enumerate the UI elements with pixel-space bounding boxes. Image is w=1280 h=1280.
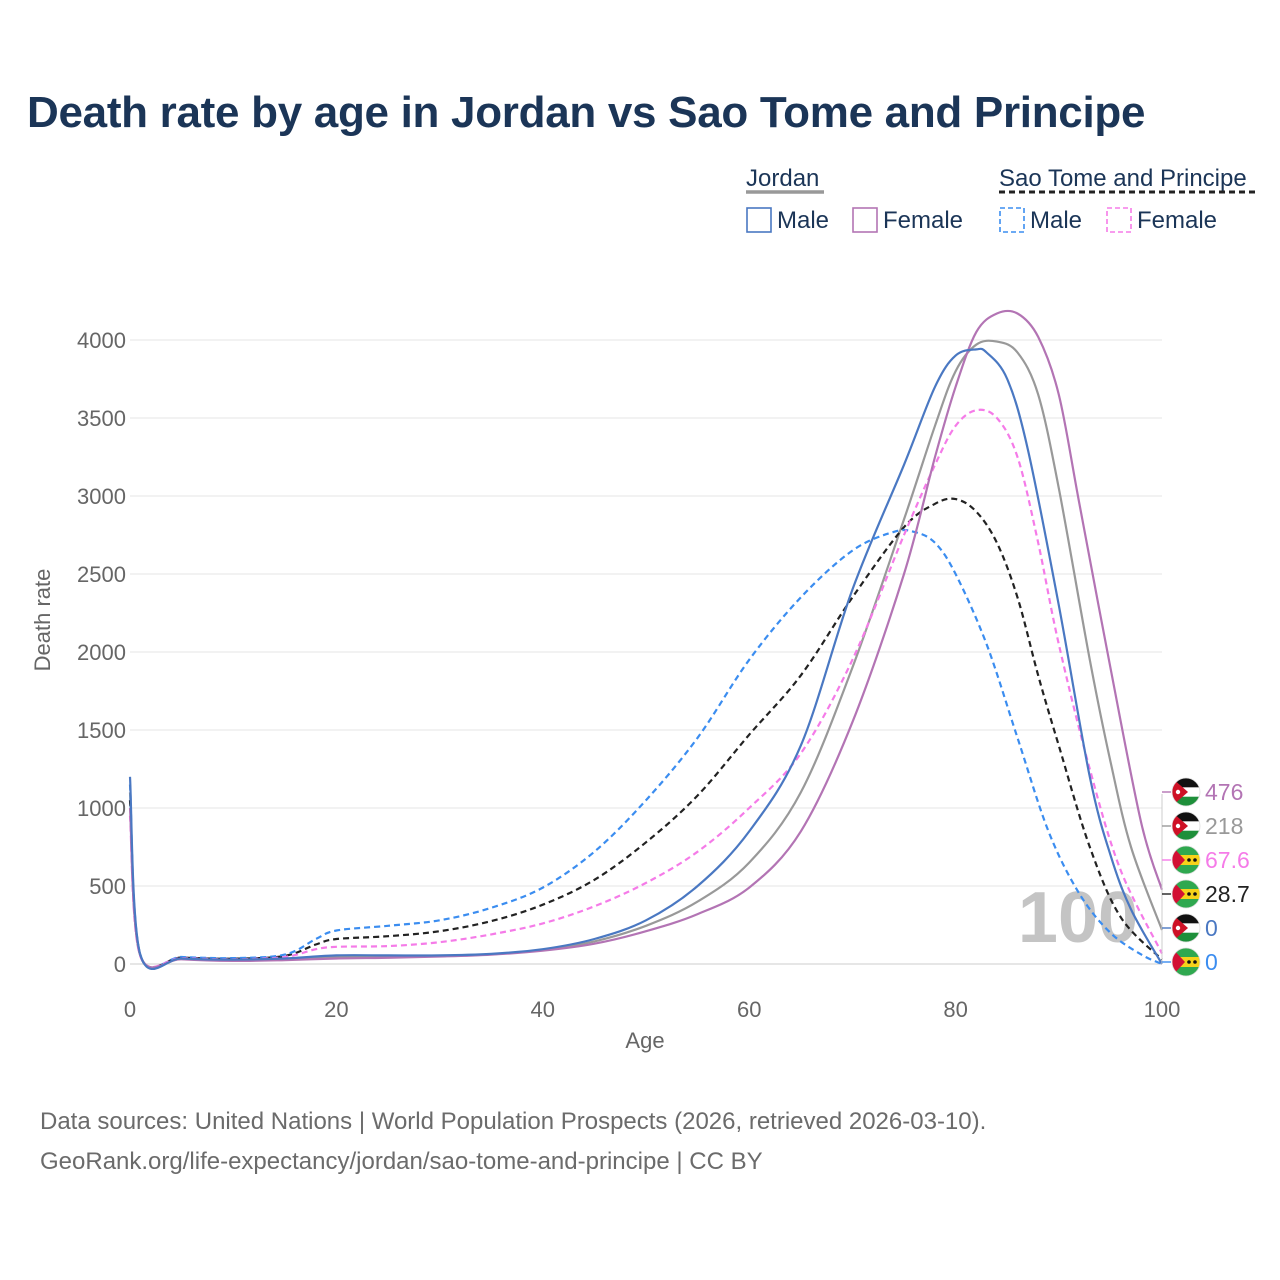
- x-tick-label: 80: [943, 997, 967, 1022]
- x-tick-label: 20: [324, 997, 348, 1022]
- end-value-label: 67.6: [1205, 847, 1250, 873]
- end-value-label: 476: [1205, 779, 1243, 805]
- end-label-jordan-male: 0: [1162, 913, 1218, 943]
- chart-title: Death rate by age in Jordan vs Sao Tome …: [27, 88, 1146, 137]
- jordan-flag-icon: [1172, 914, 1200, 942]
- x-axis-title: Age: [625, 1028, 664, 1053]
- end-labels: 476 218 67.6 28.7 0 0: [1161, 777, 1250, 977]
- end-label-stp-total: 28.7: [1162, 879, 1250, 909]
- y-tick-label: 1000: [77, 796, 126, 821]
- end-label-jordan-female: 476: [1162, 777, 1243, 807]
- end-label-stp-female: 67.6: [1162, 845, 1250, 875]
- end-label-stp-male: 0: [1162, 947, 1218, 977]
- jordan-flag-icon: [1172, 778, 1200, 806]
- series-line-jordan-male: [128, 347, 1163, 970]
- legend-stp-female-swatch: [1106, 207, 1132, 233]
- y-tick-label: 500: [89, 874, 126, 899]
- end-value-label: 0: [1205, 915, 1218, 941]
- legend-jordan-male-swatch: [746, 207, 772, 233]
- legend-group-jordan-label: Jordan: [746, 165, 819, 192]
- y-tick-label: 3000: [77, 484, 126, 509]
- axes: 0 500 1000 1500 2000 2500 3000 3500 4000 0 20 40 60 8…: [77, 328, 1180, 1022]
- end-value-label: 218: [1205, 813, 1243, 839]
- legend-jordan-male-label: Male: [777, 207, 829, 234]
- x-tick-label: 60: [737, 997, 761, 1022]
- jordan-flag-icon: [1172, 812, 1200, 840]
- y-tick-label: 1500: [77, 718, 126, 743]
- legend-stp-male-label: Male: [1030, 207, 1082, 234]
- end-label-jordan-total: 218: [1162, 811, 1243, 841]
- legend-stp-female-label: Female: [1137, 207, 1217, 234]
- series-line-stp-male: [128, 528, 1163, 969]
- source-note: Data sources: United Nations | World Pop…: [40, 1108, 987, 1135]
- legend: Jordan Male Female Sao Tome and Principe…: [746, 165, 1255, 234]
- x-tick-label: 100: [1144, 997, 1181, 1022]
- y-tick-label: 4000: [77, 328, 126, 353]
- series-line-jordan-female: [128, 309, 1164, 969]
- y-tick-label: 0: [114, 952, 126, 977]
- series-group: [128, 309, 1164, 970]
- legend-group-stp-label: Sao Tome and Principe: [999, 165, 1247, 192]
- end-value-label: 0: [1205, 949, 1218, 975]
- legend-jordan-female-swatch: [852, 207, 878, 233]
- sao-tome-flag-icon: [1172, 880, 1200, 908]
- sao-tome-flag-icon: [1172, 846, 1200, 874]
- series-line-stp-female: [128, 408, 1163, 969]
- x-tick-label: 40: [531, 997, 555, 1022]
- y-axis-title: Death rate: [30, 569, 55, 672]
- y-tick-label: 3500: [77, 406, 126, 431]
- sao-tome-flag-icon: [1172, 948, 1200, 976]
- end-value-label: 28.7: [1205, 881, 1250, 907]
- grid: [130, 339, 1162, 965]
- series-line-stp-total: [128, 497, 1163, 969]
- credit-link[interactable]: GeoRank.org/life-expectancy/jordan/sao-t…: [40, 1148, 763, 1175]
- legend-jordan-female-label: Female: [883, 207, 963, 234]
- series-line-jordan-total: [128, 339, 1164, 970]
- y-tick-label: 2000: [77, 640, 126, 665]
- y-tick-label: 2500: [77, 562, 126, 587]
- legend-stp-male-swatch: [999, 207, 1025, 233]
- x-tick-label: 0: [124, 997, 136, 1022]
